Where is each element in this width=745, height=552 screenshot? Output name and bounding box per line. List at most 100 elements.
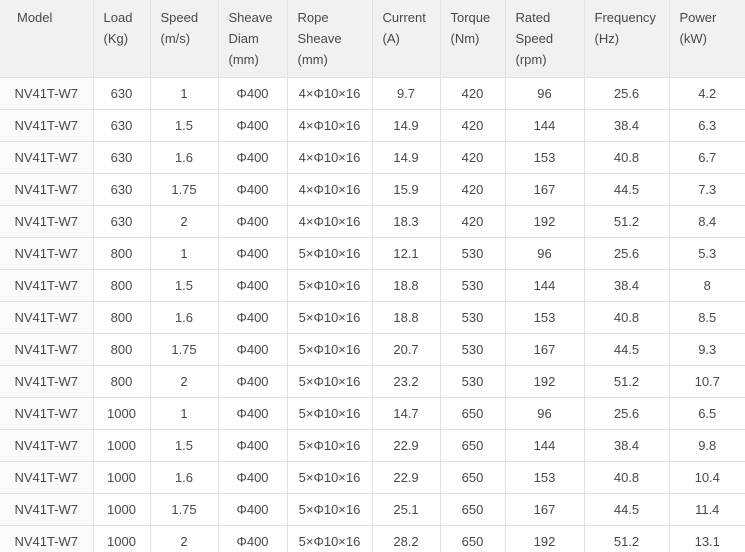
column-header-frequency: Frequency (Hz) — [583, 0, 670, 78]
cell-speed: 1 — [149, 237, 219, 270]
cell-power: 6.7 — [668, 141, 745, 174]
cell-sheave_diam: Φ400 — [217, 365, 288, 398]
cell-rope_sheave: 4×Φ10×16 — [286, 205, 373, 238]
cell-current: 14.7 — [371, 397, 441, 430]
table-row: NV41T-W7 1000 1.75 Φ400 5×Φ10×16 25.1 650 167 44… — [0, 493, 745, 526]
cell-sheave_diam: Φ400 — [217, 397, 288, 430]
cell-frequency: 25.6 — [583, 77, 670, 110]
cell-current: 22.9 — [371, 429, 441, 462]
cell-rope_sheave: 4×Φ10×16 — [286, 109, 373, 142]
cell-model: NV41T-W7 — [0, 365, 94, 398]
cell-load: 630 — [92, 173, 151, 206]
cell-sheave_diam: Φ400 — [217, 205, 288, 238]
cell-torque: 530 — [439, 365, 506, 398]
cell-model: NV41T-W7 — [0, 397, 94, 430]
table-row: NV41T-W7 800 1.5 Φ400 5×Φ10×16 18.8 530 144 38.4… — [0, 269, 745, 302]
cell-rope_sheave: 5×Φ10×16 — [286, 269, 373, 302]
cell-power: 9.3 — [668, 333, 745, 366]
cell-speed: 2 — [149, 365, 219, 398]
cell-sheave_diam: Φ400 — [217, 237, 288, 270]
cell-sheave_diam: Φ400 — [217, 461, 288, 494]
column-header-sheave-diam: Sheave Diam (mm) — [217, 0, 288, 78]
cell-frequency: 44.5 — [583, 493, 670, 526]
column-header-model: Model — [0, 0, 94, 78]
cell-current: 12.1 — [371, 237, 441, 270]
cell-current: 9.7 — [371, 77, 441, 110]
cell-torque: 530 — [439, 237, 506, 270]
cell-current: 23.2 — [371, 365, 441, 398]
cell-power: 10.7 — [668, 365, 745, 398]
cell-speed: 1 — [149, 397, 219, 430]
cell-rope_sheave: 5×Φ10×16 — [286, 397, 373, 430]
cell-sheave_diam: Φ400 — [217, 301, 288, 334]
cell-load: 800 — [92, 333, 151, 366]
column-header-power: Power (kW) — [668, 0, 745, 78]
cell-torque: 530 — [439, 333, 506, 366]
cell-rope_sheave: 5×Φ10×16 — [286, 365, 373, 398]
cell-rope_sheave: 5×Φ10×16 — [286, 301, 373, 334]
cell-current: 28.2 — [371, 525, 441, 552]
cell-sheave_diam: Φ400 — [217, 141, 288, 174]
cell-rope_sheave: 5×Φ10×16 — [286, 461, 373, 494]
cell-load: 800 — [92, 365, 151, 398]
cell-model: NV41T-W7 — [0, 429, 94, 462]
cell-rated_speed: 144 — [504, 429, 585, 462]
cell-torque: 650 — [439, 525, 506, 552]
cell-rope_sheave: 4×Φ10×16 — [286, 173, 373, 206]
cell-torque: 420 — [439, 77, 506, 110]
cell-frequency: 40.8 — [583, 301, 670, 334]
cell-torque: 530 — [439, 269, 506, 302]
cell-load: 800 — [92, 237, 151, 270]
column-header-load: Load (Kg) — [92, 0, 151, 78]
cell-frequency: 40.8 — [583, 141, 670, 174]
column-header-rope-sheave: Rope Sheave (mm) — [286, 0, 373, 78]
column-header-speed: Speed (m/s) — [149, 0, 219, 78]
table-row: NV41T-W7 800 1.6 Φ400 5×Φ10×16 18.8 530 153 40.8… — [0, 301, 745, 334]
cell-sheave_diam: Φ400 — [217, 525, 288, 552]
cell-rated_speed: 153 — [504, 301, 585, 334]
cell-power: 9.8 — [668, 429, 745, 462]
cell-current: 14.9 — [371, 141, 441, 174]
cell-power: 8 — [668, 269, 745, 302]
cell-model: NV41T-W7 — [0, 493, 94, 526]
cell-model: NV41T-W7 — [0, 333, 94, 366]
cell-power: 4.2 — [668, 77, 745, 110]
header-row: Model Load (Kg) Speed (m/s) Sheave Diam … — [0, 0, 745, 78]
cell-rated_speed: 167 — [504, 493, 585, 526]
table-row: NV41T-W7 1000 2 Φ400 5×Φ10×16 28.2 650 192 51.2 1… — [0, 525, 745, 552]
cell-load: 630 — [92, 141, 151, 174]
cell-model: NV41T-W7 — [0, 269, 94, 302]
cell-current: 22.9 — [371, 461, 441, 494]
cell-current: 14.9 — [371, 109, 441, 142]
cell-sheave_diam: Φ400 — [217, 77, 288, 110]
cell-torque: 650 — [439, 397, 506, 430]
cell-speed: 1.75 — [149, 333, 219, 366]
cell-current: 18.3 — [371, 205, 441, 238]
table-row: NV41T-W7 630 1 Φ400 4×Φ10×16 9.7 420 96 25.6 4.2 — [0, 77, 745, 110]
cell-model: NV41T-W7 — [0, 525, 94, 552]
cell-current: 20.7 — [371, 333, 441, 366]
cell-power: 6.5 — [668, 397, 745, 430]
cell-torque: 530 — [439, 301, 506, 334]
cell-frequency: 44.5 — [583, 333, 670, 366]
cell-rope_sheave: 4×Φ10×16 — [286, 77, 373, 110]
cell-speed: 1.6 — [149, 301, 219, 334]
cell-torque: 650 — [439, 429, 506, 462]
cell-power: 8.5 — [668, 301, 745, 334]
cell-rated_speed: 192 — [504, 525, 585, 552]
table-row: NV41T-W7 1000 1.5 Φ400 5×Φ10×16 22.9 650 144 38.… — [0, 429, 745, 462]
cell-sheave_diam: Φ400 — [217, 333, 288, 366]
cell-speed: 1.75 — [149, 493, 219, 526]
cell-frequency: 51.2 — [583, 525, 670, 552]
cell-load: 1000 — [92, 429, 151, 462]
table-row: NV41T-W7 1000 1.6 Φ400 5×Φ10×16 22.9 650 153 40.… — [0, 461, 745, 494]
cell-power: 7.3 — [668, 173, 745, 206]
cell-model: NV41T-W7 — [0, 173, 94, 206]
cell-torque: 650 — [439, 461, 506, 494]
cell-frequency: 40.8 — [583, 461, 670, 494]
cell-torque: 420 — [439, 141, 506, 174]
table-row: NV41T-W7 800 2 Φ400 5×Φ10×16 23.2 530 192 51.2 10… — [0, 365, 745, 398]
cell-frequency: 38.4 — [583, 269, 670, 302]
cell-frequency: 38.4 — [583, 429, 670, 462]
